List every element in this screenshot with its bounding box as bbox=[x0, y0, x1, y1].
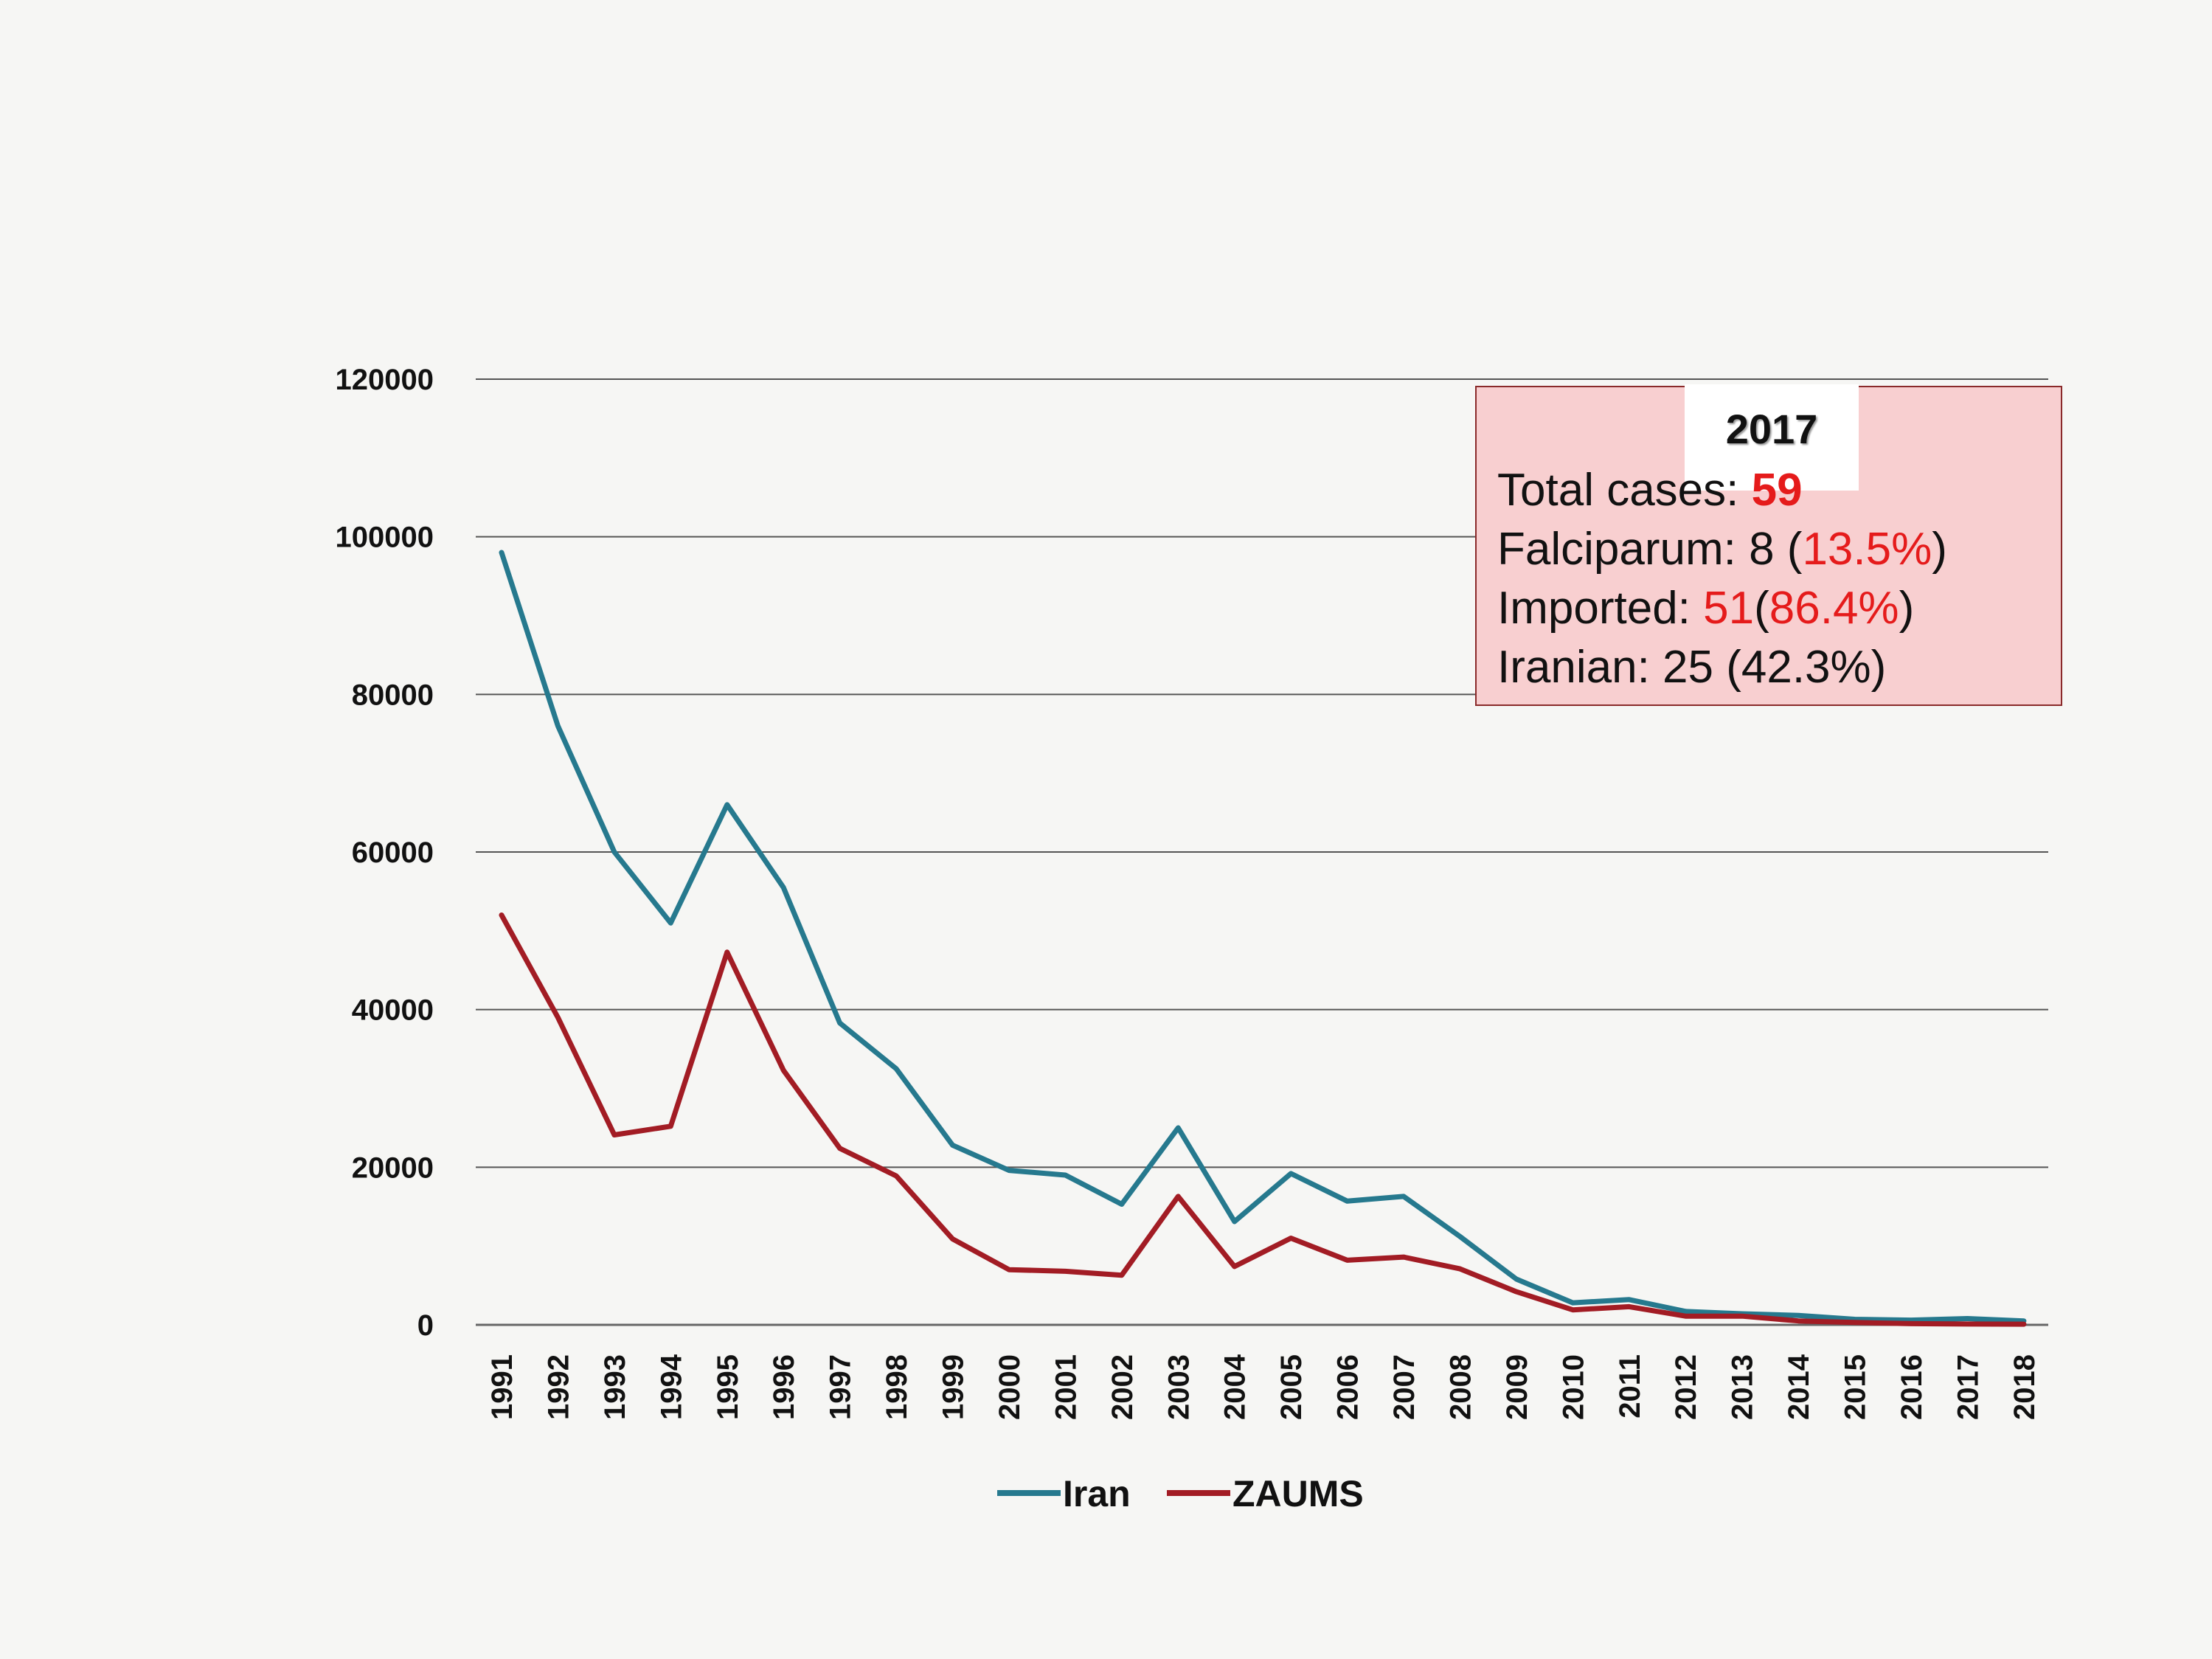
legend: Iran ZAUMS bbox=[997, 1473, 1364, 1514]
imported-label: Imported: bbox=[1497, 583, 1704, 634]
y-tick-label: 40000 bbox=[352, 994, 434, 1027]
falciparum-label: Falciparum: 8 ( bbox=[1497, 524, 1803, 575]
x-tick-label: 2011 bbox=[1614, 1354, 1646, 1419]
x-tick-label: 1992 bbox=[542, 1354, 575, 1420]
x-tick-label: 2013 bbox=[1727, 1354, 1759, 1420]
imported-close: ) bbox=[1899, 583, 1915, 634]
gridlines bbox=[476, 378, 2048, 1326]
x-tick-label: 2002 bbox=[1106, 1354, 1139, 1420]
series-lines bbox=[499, 550, 2027, 1327]
x-tick-label: 2006 bbox=[1332, 1354, 1365, 1420]
y-tick-label: 100000 bbox=[336, 522, 434, 554]
total-cases-label: Total cases: bbox=[1497, 465, 1752, 516]
x-tick-label: 1991 bbox=[486, 1354, 519, 1420]
x-tick-label: 2015 bbox=[1840, 1354, 1872, 1420]
y-tick-label: 0 bbox=[417, 1309, 434, 1342]
x-tick-label: 2017 bbox=[1952, 1354, 1984, 1420]
falciparum-line: Falciparum: 8 (13.5%) bbox=[1497, 523, 1947, 575]
y-tick-label: 20000 bbox=[352, 1151, 434, 1184]
imported-open: ( bbox=[1754, 583, 1769, 634]
y-tick-label: 60000 bbox=[352, 837, 434, 869]
legend-label-iran: Iran bbox=[1063, 1473, 1131, 1514]
imported-count: 51 bbox=[1703, 583, 1755, 634]
x-tick-label: 2000 bbox=[994, 1354, 1026, 1420]
x-tick-label: 1996 bbox=[768, 1354, 800, 1420]
x-tick-label: 1994 bbox=[655, 1354, 687, 1420]
x-tick-label: 2001 bbox=[1050, 1354, 1082, 1420]
y-tick-label: 120000 bbox=[336, 364, 434, 396]
y-axis-ticks: 0 20000 40000 60000 80000 100000 120000 bbox=[336, 364, 434, 1342]
falciparum-percent: 13.5% bbox=[1802, 524, 1932, 575]
series-line-iran bbox=[499, 550, 2027, 1324]
x-tick-label: 2004 bbox=[1219, 1354, 1252, 1420]
falciparum-close: ) bbox=[1932, 524, 1947, 575]
x-tick-label: 1997 bbox=[825, 1354, 857, 1420]
x-tick-label: 1999 bbox=[937, 1354, 970, 1420]
x-tick-label: 1998 bbox=[881, 1354, 913, 1420]
info-year-tab: 2017 bbox=[1685, 384, 1859, 491]
x-axis-ticks: 1991 1992 1993 1994 1995 1996 1997 1998 1999 2000… bbox=[486, 1354, 2041, 1420]
x-tick-label: 2005 bbox=[1275, 1354, 1308, 1420]
iranian-line: Iranian: 25 (42.3%) bbox=[1497, 641, 1886, 693]
x-tick-label: 2018 bbox=[2008, 1354, 2041, 1420]
x-tick-label: 1995 bbox=[712, 1354, 744, 1420]
x-tick-label: 1993 bbox=[599, 1354, 631, 1420]
x-tick-label: 2012 bbox=[1670, 1354, 1702, 1420]
x-tick-label: 2010 bbox=[1557, 1354, 1589, 1420]
iranian-label: Iranian: 25 (42.3%) bbox=[1497, 642, 1887, 693]
y-tick-label: 80000 bbox=[352, 679, 434, 711]
imported-line: Imported: 51(86.4%) bbox=[1497, 582, 1914, 634]
x-tick-label: 2007 bbox=[1388, 1354, 1421, 1420]
total-cases-value: 59 bbox=[1751, 465, 1803, 516]
x-tick-label: 2016 bbox=[1896, 1354, 1928, 1420]
info-year: 2017 bbox=[1725, 406, 1818, 452]
series-line-zaums bbox=[499, 912, 2027, 1327]
x-tick-label: 2003 bbox=[1162, 1354, 1195, 1420]
info-box-2017: 2017 Total cases: 59 Falciparum: 8 (13.5… bbox=[1475, 384, 2062, 706]
x-tick-label: 2009 bbox=[1501, 1354, 1533, 1420]
imported-percent: 86.4% bbox=[1769, 583, 1899, 634]
x-tick-label: 2008 bbox=[1444, 1354, 1477, 1420]
x-tick-label: 2014 bbox=[1783, 1354, 1815, 1420]
legend-label-zaums: ZAUMS bbox=[1232, 1473, 1364, 1514]
total-cases-line: Total cases: 59 bbox=[1497, 464, 1803, 516]
